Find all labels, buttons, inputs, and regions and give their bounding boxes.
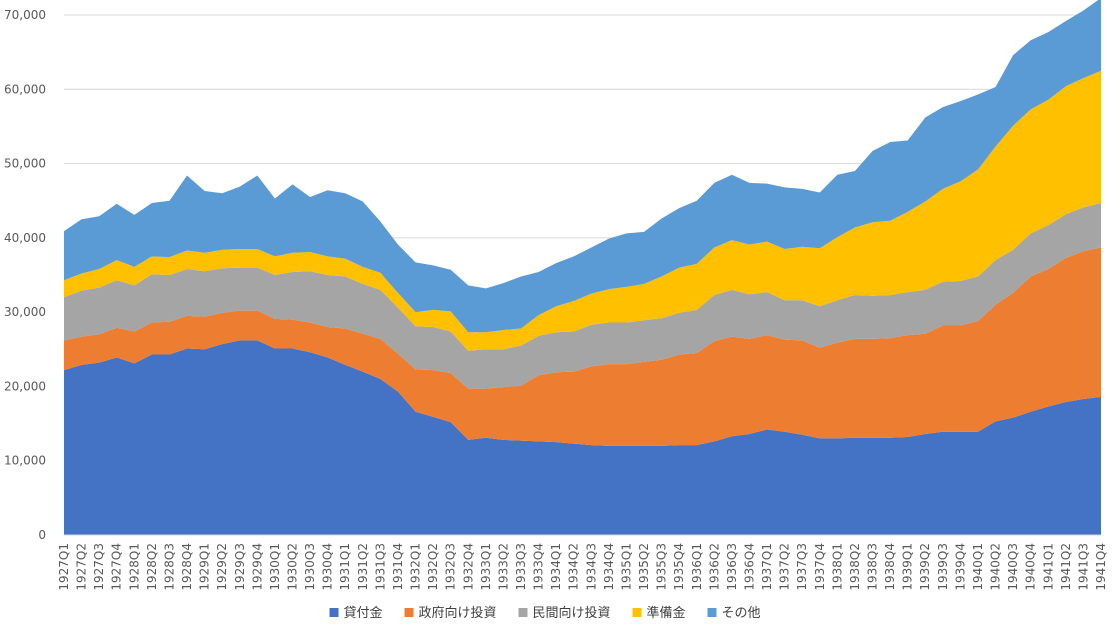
x-tick-label: 1937Q1 (760, 543, 774, 591)
x-tick-label: 1936Q3 (725, 543, 739, 591)
legend-label: 貸付金 (344, 605, 383, 621)
series-area-民間向け投資 (64, 202, 1101, 389)
y-tick-label: 20,000 (4, 379, 46, 393)
x-tick-label: 1927Q2 (75, 543, 89, 591)
x-tick-label: 1937Q3 (795, 543, 809, 591)
x-tick-label: 1940Q3 (1006, 543, 1020, 591)
x-tick-label: 1935Q1 (619, 543, 633, 591)
x-tick-label: 1928Q4 (180, 543, 194, 591)
x-tick-label: 1941Q1 (1041, 543, 1055, 591)
x-tick-label: 1934Q3 (584, 543, 598, 591)
x-tick-label: 1928Q2 (145, 543, 159, 591)
x-tick-label: 1929Q1 (198, 543, 212, 591)
x-tick-label: 1928Q3 (162, 543, 176, 591)
x-tick-label: 1938Q1 (830, 543, 844, 591)
series-area-政府向け投資 (64, 247, 1101, 446)
x-tick-label: 1939Q1 (901, 543, 915, 591)
x-tick-label: 1938Q4 (883, 543, 897, 591)
x-tick-label: 1935Q2 (637, 543, 651, 591)
x-tick-label: 1941Q3 (1076, 543, 1090, 591)
x-tick-label: 1931Q4 (391, 543, 405, 591)
legend-swatch (518, 608, 528, 617)
y-tick-label: 50,000 (4, 157, 46, 171)
series-area-準備金 (64, 70, 1101, 351)
x-tick-label: 1938Q3 (866, 543, 880, 591)
x-tick-label: 1934Q1 (549, 543, 563, 591)
x-tick-label: 1933Q2 (496, 543, 510, 591)
x-tick-label: 1933Q1 (479, 543, 493, 591)
legend-swatch (329, 608, 339, 617)
legend-swatch (632, 608, 642, 617)
x-tick-label: 1927Q3 (92, 543, 106, 591)
legend-label: 政府向け投資 (419, 605, 497, 621)
y-axis: 0 10,000 20,000 30,000 40,000 50,000 60,000 70,… (4, 8, 46, 542)
y-tick-label: 0 (38, 528, 46, 542)
x-axis: 1927Q1 1927Q2 1927Q3 1927Q4 1928Q1 1928Q2 1928… (57, 534, 1108, 591)
x-tick-label: 1931Q1 (338, 543, 352, 591)
legend-swatch (404, 608, 414, 617)
y-tick-label: 60,000 (4, 82, 46, 96)
x-tick-label: 1932Q4 (461, 543, 475, 591)
series-area-貸付金 (64, 340, 1101, 535)
legend-label: 民間向け投資 (533, 605, 611, 621)
x-tick-label: 1927Q4 (110, 543, 124, 591)
series-area-その他 (64, 0, 1101, 333)
legend-label: その他 (722, 606, 761, 621)
y-tick-label: 40,000 (4, 231, 46, 245)
x-tick-label: 1936Q2 (707, 543, 721, 591)
x-tick-label: 1933Q3 (514, 543, 528, 591)
x-tick-label: 1929Q3 (233, 543, 247, 591)
x-tick-label: 1929Q4 (250, 543, 264, 591)
x-tick-label: 1932Q1 (409, 543, 423, 591)
legend-swatch (707, 608, 717, 617)
x-tick-label: 1941Q4 (1094, 543, 1108, 591)
x-tick-label: 1938Q2 (848, 543, 862, 591)
x-tick-label: 1937Q2 (778, 543, 792, 591)
x-tick-label: 1934Q4 (602, 543, 616, 591)
x-tick-label: 1931Q2 (356, 543, 370, 591)
series-areas (64, 0, 1101, 535)
x-tick-label: 1936Q4 (742, 543, 756, 591)
x-tick-label: 1939Q3 (936, 543, 950, 591)
x-tick-label: 1928Q1 (127, 543, 141, 591)
x-tick-label: 1932Q2 (426, 543, 440, 591)
x-tick-label: 1930Q3 (303, 543, 317, 591)
y-tick-label: 10,000 (4, 454, 46, 468)
x-tick-label: 1940Q2 (989, 543, 1003, 591)
x-tick-label: 1935Q3 (655, 543, 669, 591)
x-tick-label: 1932Q3 (444, 543, 458, 591)
x-tick-label: 1940Q4 (1024, 543, 1038, 591)
x-tick-label: 1936Q1 (690, 543, 704, 591)
x-tick-label: 1929Q2 (215, 543, 229, 591)
x-tick-label: 1939Q2 (918, 543, 932, 591)
x-tick-label: 1927Q1 (57, 543, 71, 591)
x-tick-label: 1940Q1 (971, 543, 985, 591)
x-tick-label: 1934Q2 (567, 543, 581, 591)
x-tick-label: 1939Q4 (953, 543, 967, 591)
x-tick-label: 1930Q2 (285, 543, 299, 591)
x-tick-label: 1930Q4 (321, 543, 335, 591)
x-tick-label: 1941Q2 (1059, 543, 1073, 591)
y-tick-label: 70,000 (4, 8, 46, 22)
x-tick-label: 1930Q1 (268, 543, 282, 591)
legend-label: 準備金 (647, 605, 686, 621)
legend: 貸付金 政府向け投資 民間向け投資 準備金 その他 (329, 605, 761, 621)
x-tick-label: 1935Q4 (672, 543, 686, 591)
x-tick-label: 1933Q4 (532, 543, 546, 591)
y-tick-label: 30,000 (4, 305, 46, 319)
x-tick-label: 1931Q3 (373, 543, 387, 591)
x-tick-label: 1937Q4 (813, 543, 827, 591)
